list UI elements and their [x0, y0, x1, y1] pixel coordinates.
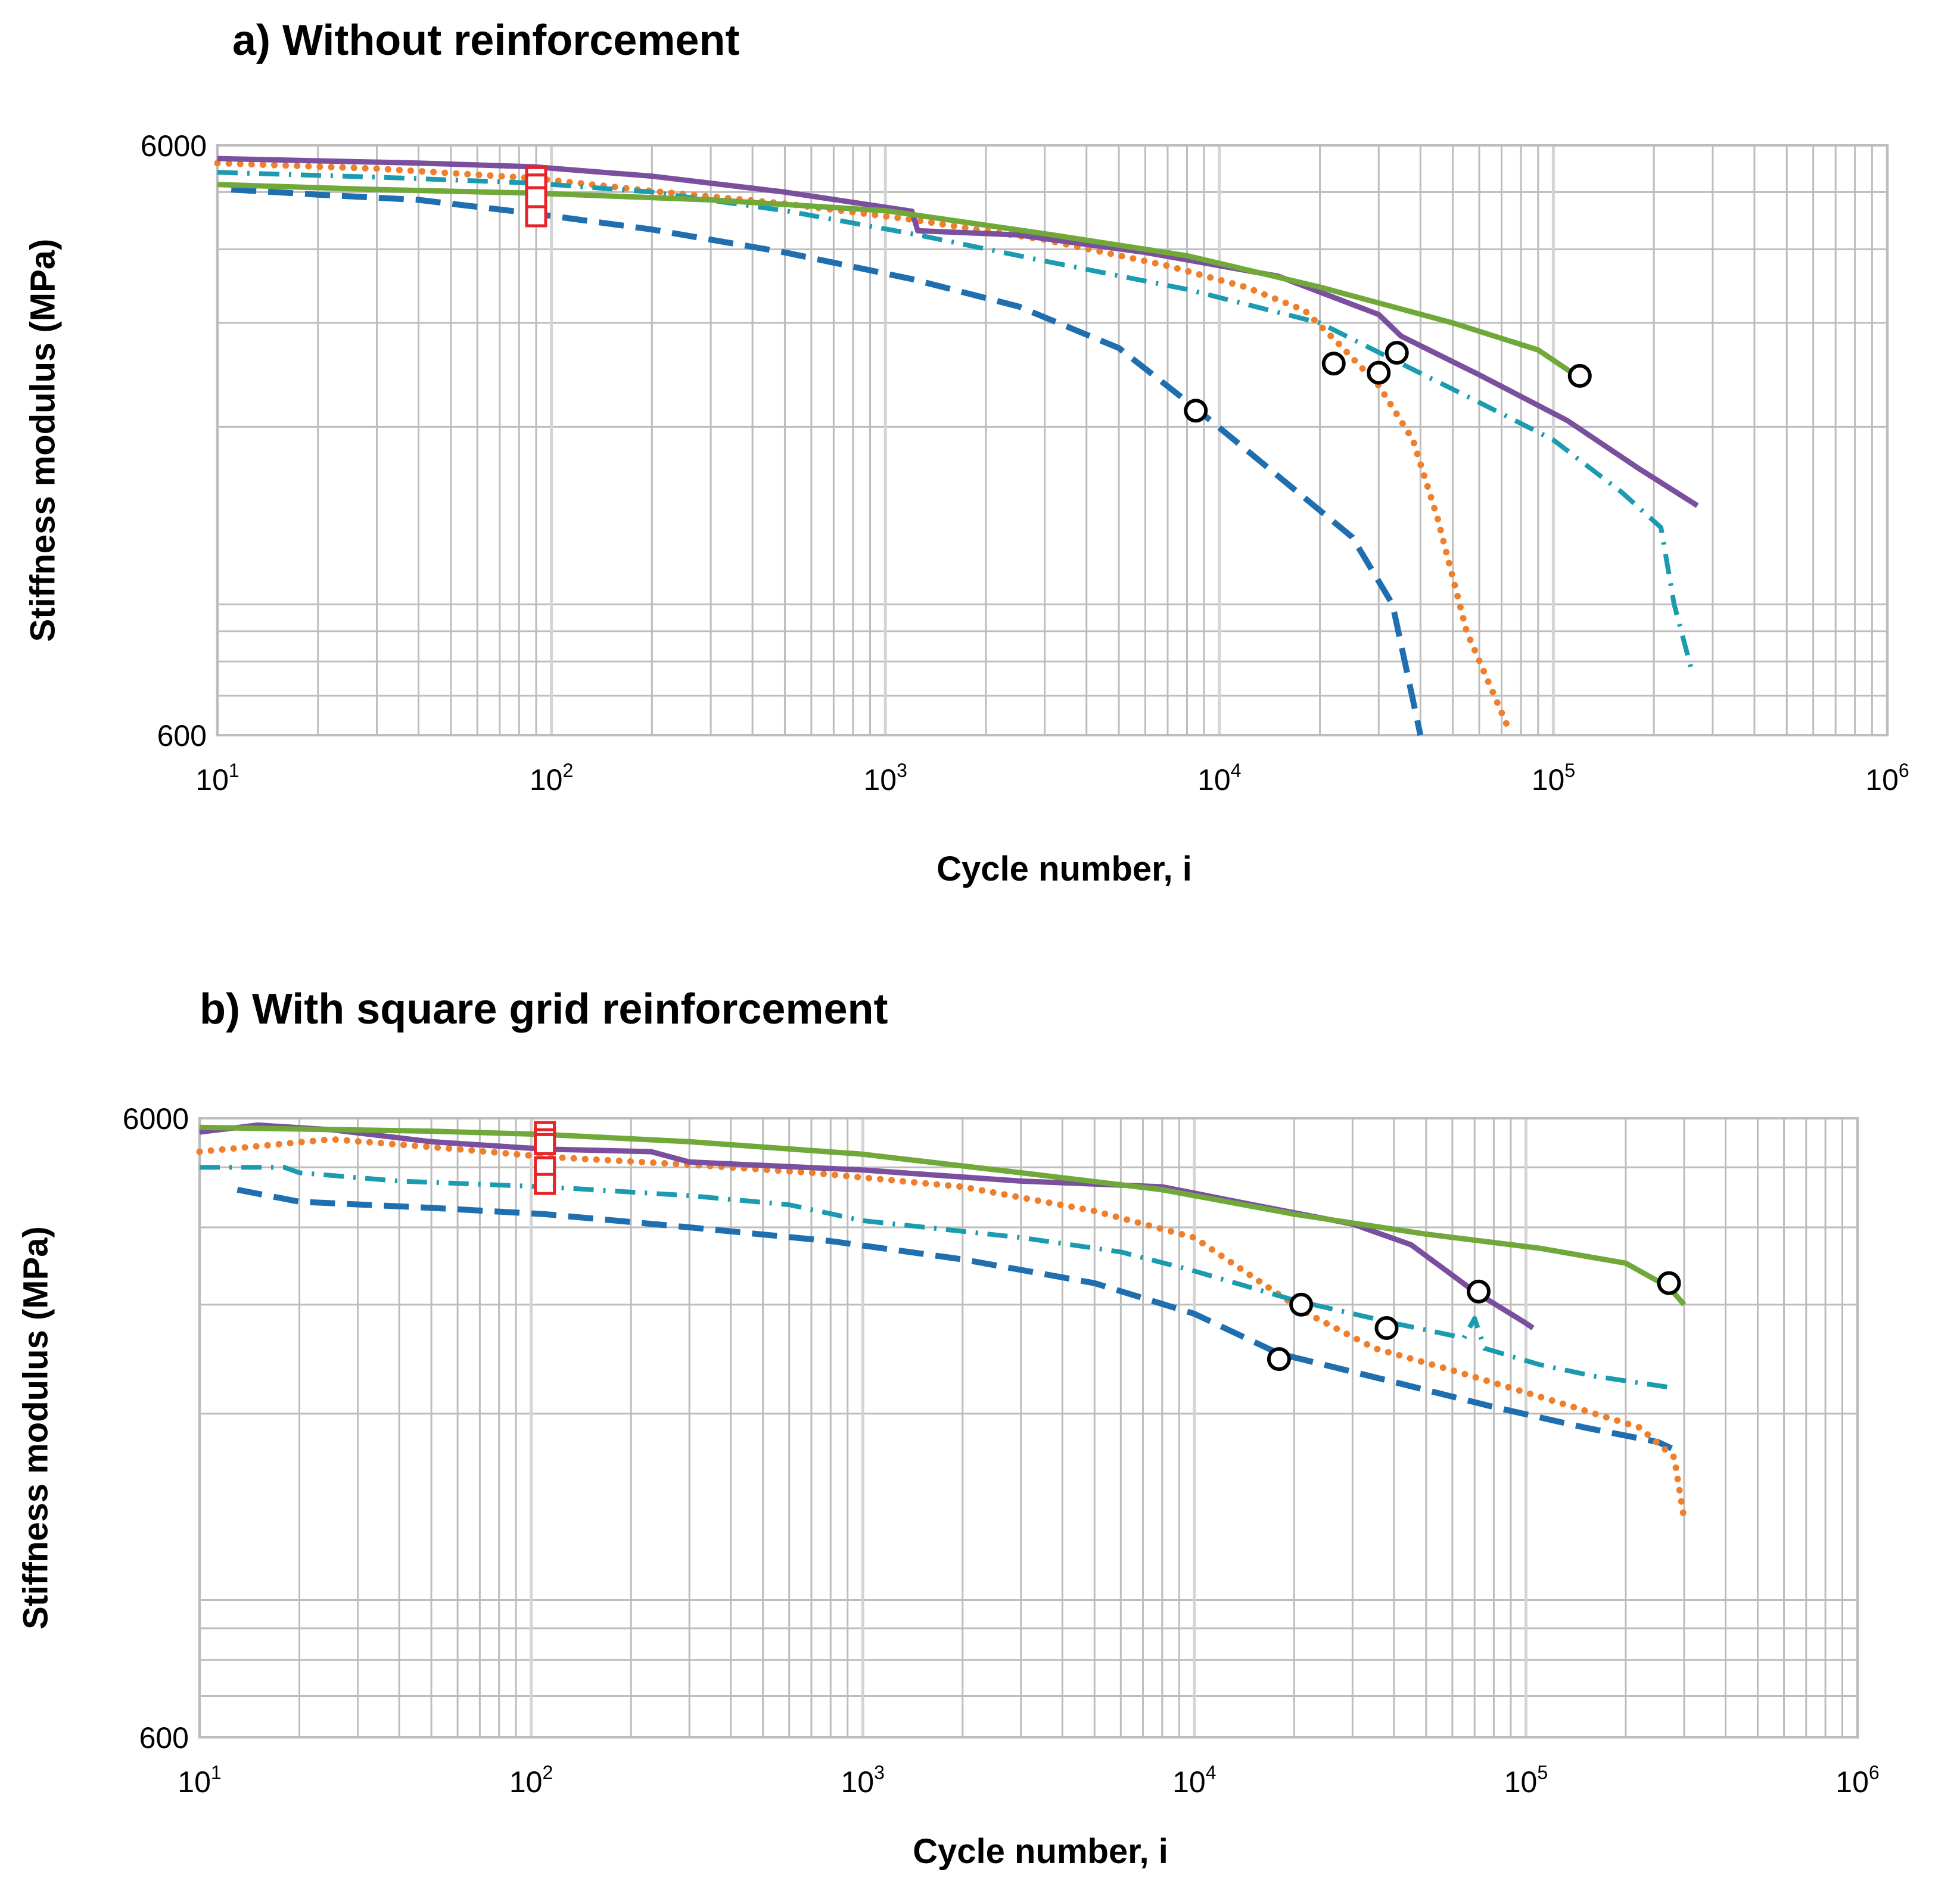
failure-marker [1385, 341, 1409, 365]
failure-marker [1289, 1292, 1314, 1317]
x-tick-label: 102 [509, 1762, 553, 1799]
failure-marker [1184, 399, 1208, 423]
failure-marker [1374, 1316, 1399, 1341]
failure-marker [1321, 352, 1346, 376]
y-tick-label: 6000 [123, 1102, 189, 1136]
x-tick-label: 103 [841, 1762, 884, 1799]
chart-title: a) Without reinforcement [232, 17, 739, 64]
y-tick-label: 600 [157, 719, 207, 752]
y-tick-label: 6000 [141, 129, 207, 163]
initial-marker [534, 1133, 556, 1155]
initial-marker [525, 186, 547, 209]
series-dotted-orange [214, 160, 1511, 730]
x-tick-label: 101 [195, 760, 239, 797]
chart-b: b) With square grid reinforcement 600 6000… [17, 985, 1880, 1871]
series-dashed-blue [231, 186, 1424, 736]
x-tick-label: 101 [178, 1762, 221, 1799]
failure-marker [1367, 360, 1391, 385]
series-dashed-blue [237, 1186, 1676, 1453]
series-dashdot-teal [217, 170, 1694, 672]
series-solid-purple [217, 156, 1699, 508]
chart-a: a) Without reinforcement 600 6000 101 102 103… [24, 17, 1909, 888]
x-tick-label: 104 [1197, 760, 1241, 797]
failure-marker [1267, 1347, 1291, 1372]
plot-frame [216, 144, 1889, 736]
x-axis-label: Cycle number, i [913, 1832, 1168, 1871]
x-tick-label: 106 [1865, 760, 1909, 797]
initial-marker [534, 1173, 556, 1195]
grid [216, 145, 1889, 735]
plot-frame [198, 1117, 1859, 1739]
chart-title: b) With square grid reinforcement [200, 985, 888, 1033]
x-tick-label: 105 [1532, 760, 1575, 797]
x-tick-label: 106 [1835, 1762, 1879, 1799]
failure-marker [1466, 1279, 1491, 1304]
series-dashdot-teal [200, 1165, 1675, 1391]
series-solid-green [199, 1124, 1687, 1307]
x-tick-label: 103 [863, 760, 907, 797]
y-tick-label: 600 [139, 1721, 189, 1755]
failure-marker [1657, 1271, 1681, 1295]
failure-marker [1567, 363, 1592, 388]
y-axis-label: Stiffness modulus (MPa) [17, 1226, 55, 1629]
x-tick-label: 104 [1172, 1762, 1216, 1799]
series-solid-green [217, 182, 1582, 381]
series-dotted-orange [196, 1136, 1688, 1523]
series-solid-purple [199, 1122, 1535, 1330]
initial-marker [525, 205, 547, 228]
y-axis-label: Stiffness modulus (MPa) [24, 239, 63, 642]
x-tick-label: 102 [530, 760, 573, 797]
x-axis-label: Cycle number, i [937, 850, 1192, 888]
grid [198, 1118, 1859, 1737]
x-tick-label: 105 [1504, 1762, 1548, 1799]
